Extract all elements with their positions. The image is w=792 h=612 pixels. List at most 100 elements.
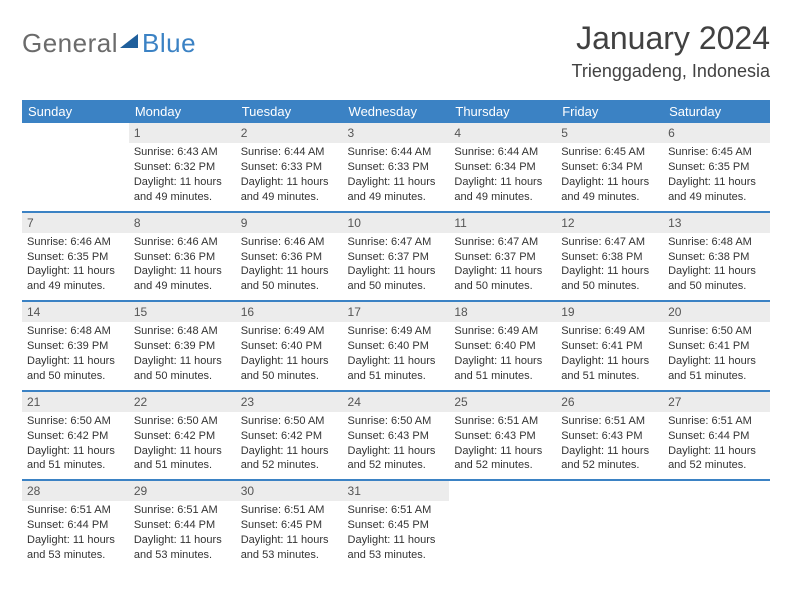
daylight-line: Daylight: 11 hours and 50 minutes. <box>27 354 124 384</box>
day-number: 27 <box>663 392 770 412</box>
calendar-cell: 23Sunrise: 6:50 AMSunset: 6:42 PMDayligh… <box>236 391 343 481</box>
calendar-week: 7Sunrise: 6:46 AMSunset: 6:35 PMDaylight… <box>22 212 770 302</box>
title-block: January 2024 Trienggadeng, Indonesia <box>572 20 770 82</box>
calendar-cell: 9Sunrise: 6:46 AMSunset: 6:36 PMDaylight… <box>236 212 343 302</box>
sunset-line: Sunset: 6:38 PM <box>668 250 765 265</box>
day-header: Sunday <box>22 100 129 123</box>
day-header: Saturday <box>663 100 770 123</box>
calendar-cell: 1Sunrise: 6:43 AMSunset: 6:32 PMDaylight… <box>129 123 236 212</box>
day-number: 20 <box>663 302 770 322</box>
daylight-line: Daylight: 11 hours and 50 minutes. <box>134 354 231 384</box>
sunrise-line: Sunrise: 6:48 AM <box>27 324 124 339</box>
day-body: Sunrise: 6:45 AMSunset: 6:34 PMDaylight:… <box>556 143 663 210</box>
sunset-line: Sunset: 6:35 PM <box>27 250 124 265</box>
daylight-line: Daylight: 11 hours and 49 minutes. <box>134 264 231 294</box>
day-number: 13 <box>663 213 770 233</box>
calendar-cell: 26Sunrise: 6:51 AMSunset: 6:43 PMDayligh… <box>556 391 663 481</box>
day-body: Sunrise: 6:50 AMSunset: 6:41 PMDaylight:… <box>663 322 770 389</box>
day-body: Sunrise: 6:46 AMSunset: 6:36 PMDaylight:… <box>129 233 236 300</box>
calendar-body: 1Sunrise: 6:43 AMSunset: 6:32 PMDaylight… <box>22 123 770 569</box>
sunset-line: Sunset: 6:36 PM <box>134 250 231 265</box>
daylight-line: Daylight: 11 hours and 53 minutes. <box>241 533 338 563</box>
sunrise-line: Sunrise: 6:51 AM <box>241 503 338 518</box>
daylight-line: Daylight: 11 hours and 50 minutes. <box>348 264 445 294</box>
daylight-line: Daylight: 11 hours and 49 minutes. <box>348 175 445 205</box>
sunrise-line: Sunrise: 6:50 AM <box>241 414 338 429</box>
day-body: Sunrise: 6:51 AMSunset: 6:44 PMDaylight:… <box>129 501 236 568</box>
calendar-cell: 21Sunrise: 6:50 AMSunset: 6:42 PMDayligh… <box>22 391 129 481</box>
calendar-cell: 19Sunrise: 6:49 AMSunset: 6:41 PMDayligh… <box>556 301 663 391</box>
daylight-line: Daylight: 11 hours and 52 minutes. <box>454 444 551 474</box>
calendar-cell: 11Sunrise: 6:47 AMSunset: 6:37 PMDayligh… <box>449 212 556 302</box>
calendar-week: 28Sunrise: 6:51 AMSunset: 6:44 PMDayligh… <box>22 480 770 569</box>
day-header: Monday <box>129 100 236 123</box>
sunset-line: Sunset: 6:44 PM <box>27 518 124 533</box>
day-number: 26 <box>556 392 663 412</box>
sunset-line: Sunset: 6:41 PM <box>668 339 765 354</box>
day-number: 22 <box>129 392 236 412</box>
day-body: Sunrise: 6:50 AMSunset: 6:42 PMDaylight:… <box>22 412 129 479</box>
daylight-line: Daylight: 11 hours and 49 minutes. <box>668 175 765 205</box>
sunset-line: Sunset: 6:40 PM <box>348 339 445 354</box>
day-number: 16 <box>236 302 343 322</box>
day-number: 25 <box>449 392 556 412</box>
day-number: 4 <box>449 123 556 143</box>
sunrise-line: Sunrise: 6:51 AM <box>668 414 765 429</box>
day-body: Sunrise: 6:49 AMSunset: 6:40 PMDaylight:… <box>449 322 556 389</box>
daylight-line: Daylight: 11 hours and 51 minutes. <box>348 354 445 384</box>
day-body: Sunrise: 6:47 AMSunset: 6:38 PMDaylight:… <box>556 233 663 300</box>
sunrise-line: Sunrise: 6:45 AM <box>561 145 658 160</box>
sunset-line: Sunset: 6:42 PM <box>134 429 231 444</box>
day-number: 11 <box>449 213 556 233</box>
calendar-cell <box>556 480 663 569</box>
sunset-line: Sunset: 6:45 PM <box>241 518 338 533</box>
sunrise-line: Sunrise: 6:51 AM <box>348 503 445 518</box>
day-header: Tuesday <box>236 100 343 123</box>
day-number: 8 <box>129 213 236 233</box>
calendar-cell: 12Sunrise: 6:47 AMSunset: 6:38 PMDayligh… <box>556 212 663 302</box>
sunset-line: Sunset: 6:44 PM <box>134 518 231 533</box>
sunset-line: Sunset: 6:34 PM <box>454 160 551 175</box>
day-body: Sunrise: 6:46 AMSunset: 6:36 PMDaylight:… <box>236 233 343 300</box>
day-number: 31 <box>343 481 450 501</box>
calendar-week: 21Sunrise: 6:50 AMSunset: 6:42 PMDayligh… <box>22 391 770 481</box>
daylight-line: Daylight: 11 hours and 51 minutes. <box>134 444 231 474</box>
day-number: 14 <box>22 302 129 322</box>
day-body: Sunrise: 6:46 AMSunset: 6:35 PMDaylight:… <box>22 233 129 300</box>
calendar-table: SundayMondayTuesdayWednesdayThursdayFrid… <box>22 100 770 569</box>
sunrise-line: Sunrise: 6:46 AM <box>134 235 231 250</box>
sunrise-line: Sunrise: 6:47 AM <box>454 235 551 250</box>
day-number: 21 <box>22 392 129 412</box>
calendar-week: 14Sunrise: 6:48 AMSunset: 6:39 PMDayligh… <box>22 301 770 391</box>
day-number: 29 <box>129 481 236 501</box>
logo-text-blue: Blue <box>142 28 196 59</box>
day-body: Sunrise: 6:51 AMSunset: 6:43 PMDaylight:… <box>556 412 663 479</box>
day-number: 15 <box>129 302 236 322</box>
sunset-line: Sunset: 6:42 PM <box>241 429 338 444</box>
sunrise-line: Sunrise: 6:46 AM <box>241 235 338 250</box>
day-body: Sunrise: 6:51 AMSunset: 6:44 PMDaylight:… <box>663 412 770 479</box>
day-number: 9 <box>236 213 343 233</box>
calendar-cell: 15Sunrise: 6:48 AMSunset: 6:39 PMDayligh… <box>129 301 236 391</box>
month-title: January 2024 <box>572 20 770 57</box>
calendar-cell <box>663 480 770 569</box>
calendar-cell: 3Sunrise: 6:44 AMSunset: 6:33 PMDaylight… <box>343 123 450 212</box>
sunrise-line: Sunrise: 6:51 AM <box>27 503 124 518</box>
day-body: Sunrise: 6:49 AMSunset: 6:40 PMDaylight:… <box>343 322 450 389</box>
day-body: Sunrise: 6:51 AMSunset: 6:43 PMDaylight:… <box>449 412 556 479</box>
day-body: Sunrise: 6:44 AMSunset: 6:33 PMDaylight:… <box>343 143 450 210</box>
day-body: Sunrise: 6:47 AMSunset: 6:37 PMDaylight:… <box>449 233 556 300</box>
sunset-line: Sunset: 6:40 PM <box>241 339 338 354</box>
sunset-line: Sunset: 6:32 PM <box>134 160 231 175</box>
daylight-line: Daylight: 11 hours and 52 minutes. <box>668 444 765 474</box>
daylight-line: Daylight: 11 hours and 52 minutes. <box>348 444 445 474</box>
daylight-line: Daylight: 11 hours and 51 minutes. <box>561 354 658 384</box>
sunrise-line: Sunrise: 6:43 AM <box>134 145 231 160</box>
day-number: 7 <box>22 213 129 233</box>
logo-triangle-icon <box>120 34 138 48</box>
sunrise-line: Sunrise: 6:51 AM <box>454 414 551 429</box>
day-body: Sunrise: 6:50 AMSunset: 6:43 PMDaylight:… <box>343 412 450 479</box>
day-body: Sunrise: 6:48 AMSunset: 6:38 PMDaylight:… <box>663 233 770 300</box>
calendar-cell: 5Sunrise: 6:45 AMSunset: 6:34 PMDaylight… <box>556 123 663 212</box>
calendar-head: SundayMondayTuesdayWednesdayThursdayFrid… <box>22 100 770 123</box>
